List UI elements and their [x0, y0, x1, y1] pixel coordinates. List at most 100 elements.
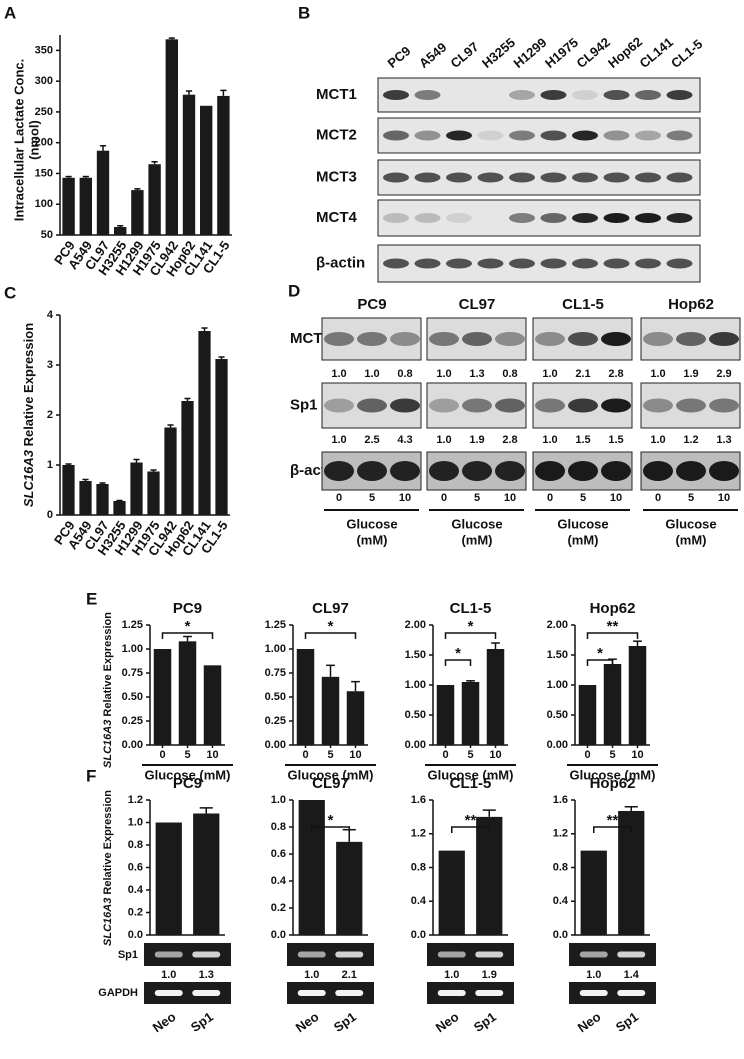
lane-label: A549: [416, 39, 449, 70]
bar: [200, 105, 213, 236]
band: [357, 398, 387, 413]
y-tick-label: 150: [35, 167, 53, 179]
band: [324, 461, 354, 481]
quant-label: 2.8: [502, 434, 517, 446]
significance-label: **: [465, 812, 477, 829]
gel: [427, 982, 514, 1004]
bar: [113, 501, 126, 515]
bar: [461, 682, 480, 745]
row-label: Sp1: [118, 949, 138, 961]
band: [390, 398, 420, 413]
band: [509, 213, 535, 223]
band: [603, 258, 630, 269]
significance-label: **: [607, 812, 619, 829]
bar: [476, 816, 503, 935]
lane-label: 10: [718, 492, 730, 504]
gel-band: [297, 951, 326, 958]
significance-label: *: [455, 645, 461, 662]
bar: [79, 177, 92, 235]
y-tick-label: 1.00: [122, 643, 143, 655]
y-label: SLC16A3 Relative Expression: [102, 612, 114, 768]
band: [540, 130, 567, 141]
y-tick-label: 2: [47, 409, 53, 421]
x-tick-label: 0: [159, 749, 165, 761]
significance-label: *: [597, 645, 603, 662]
band: [477, 172, 504, 183]
gel-band: [437, 951, 466, 958]
y-tick-label: 0.8: [553, 861, 568, 873]
y-tick-label: 1.50: [547, 649, 568, 661]
band: [676, 461, 706, 481]
x-label: Glucose (mM): [145, 767, 231, 782]
quant-label: 1.3: [469, 368, 484, 380]
band: [509, 172, 535, 183]
y-tick-label: 0.00: [265, 739, 286, 751]
y-tick-label: 1.2: [128, 794, 143, 806]
band: [535, 398, 565, 413]
x-tick-label: 0: [302, 749, 308, 761]
band: [429, 398, 459, 413]
band: [540, 90, 567, 100]
bar: [165, 39, 178, 235]
band: [414, 172, 441, 183]
significance-bracket: [311, 826, 350, 833]
significance-bracket: [586, 659, 614, 666]
x-tick-label: Sp1: [613, 1009, 641, 1035]
x-tick-label: 0: [584, 749, 590, 761]
y-tick-label: 0.0: [411, 929, 426, 941]
gel-band: [579, 951, 608, 958]
panel-letter: B: [298, 3, 310, 22]
band: [643, 398, 673, 413]
y-tick-label: 0.2: [128, 906, 143, 918]
y-tick-label: 1.6: [411, 794, 426, 806]
x-label: (mM): [461, 532, 492, 547]
lane-label: 0: [336, 492, 342, 504]
row-label: GAPDH: [98, 987, 138, 999]
bar: [155, 822, 182, 935]
significance-bracket: [451, 826, 490, 833]
gel: [144, 943, 231, 966]
lane-label: 0: [655, 492, 661, 504]
gel: [427, 943, 514, 966]
band: [383, 90, 409, 100]
significance-bracket: [586, 632, 639, 639]
row-label: MCT4: [290, 330, 331, 347]
lane-label: PC9: [384, 43, 413, 71]
x-tick-label: 10: [349, 749, 361, 761]
quant-label: 2.9: [716, 368, 731, 380]
y-tick-label: 350: [35, 44, 53, 56]
band: [446, 213, 472, 223]
y-tick-label: 0.50: [547, 709, 568, 721]
quant-label: 2.5: [364, 434, 379, 446]
significance-label: **: [607, 618, 619, 635]
band: [535, 461, 565, 481]
band: [709, 332, 739, 346]
y-label-gene: SLC16A3: [102, 720, 114, 768]
y-tick-label: 0.6: [271, 848, 286, 860]
x-tick-label: 5: [609, 749, 615, 761]
bar: [346, 691, 365, 745]
bar: [62, 465, 75, 515]
y-tick-label: 0.25: [265, 715, 286, 727]
quant-label: 2.1: [342, 969, 357, 981]
lane-label: 5: [474, 492, 480, 504]
y-tick-label: 0.4: [411, 895, 427, 907]
lane-label: 5: [580, 492, 586, 504]
y-tick-label: 0.00: [122, 739, 143, 751]
chart-title: Hop62: [590, 775, 636, 792]
lane-label: 0: [441, 492, 447, 504]
x-tick-label: Neo: [433, 1009, 462, 1035]
band: [477, 258, 504, 269]
lane-label: CL141: [636, 34, 676, 71]
band: [572, 90, 598, 100]
band: [540, 172, 567, 183]
lane-label: H3255: [479, 35, 518, 71]
group-title: PC9: [357, 296, 386, 313]
significance-bracket: [161, 632, 214, 639]
y-tick-label: 100: [35, 198, 53, 210]
band: [414, 130, 441, 141]
band: [383, 213, 409, 223]
y-tick-label: 0.75: [122, 667, 143, 679]
significance-bracket: [304, 632, 357, 639]
bar: [438, 850, 465, 935]
